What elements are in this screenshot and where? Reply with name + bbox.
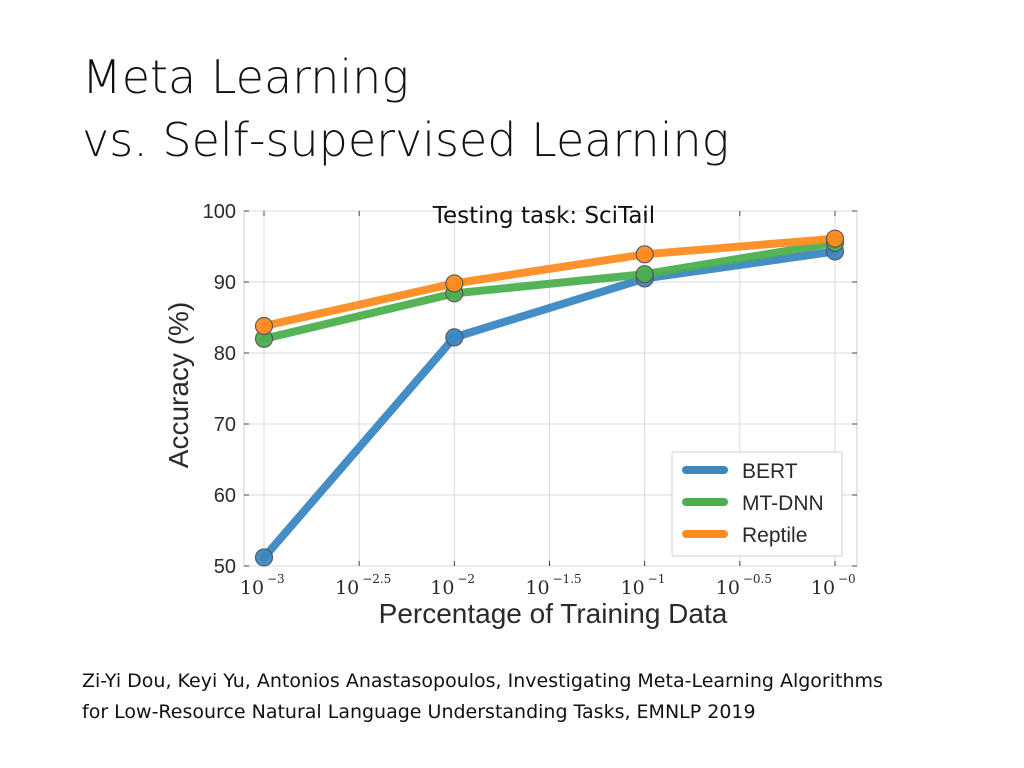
y-tick-label: 50 xyxy=(214,556,236,578)
series-point-reptile xyxy=(254,316,274,336)
x-tick-label-exponent: −1 xyxy=(648,572,666,586)
slide-title: Meta Learning vs. Self-supervised Learni… xyxy=(82,46,729,172)
legend-label-bert: BERT xyxy=(742,460,798,483)
citation-line-1: Zi-Yi Dou, Keyi Yu, Antonios Anastasopou… xyxy=(82,670,883,692)
y-tick-label: 90 xyxy=(214,272,236,294)
x-tick-label: 10 xyxy=(240,577,264,599)
chart-title: Testing task: SciTail xyxy=(432,203,655,229)
x-tick-label-exponent: −2 xyxy=(457,572,475,586)
series-point-reptile xyxy=(825,229,845,248)
x-tick-label: 10 xyxy=(430,577,454,599)
citation-line-2: for Low-Resource Natural Language Unders… xyxy=(82,701,756,723)
y-tick-label: 60 xyxy=(214,485,236,507)
y-tick-label: 70 xyxy=(214,414,236,436)
series-point-reptile xyxy=(635,245,654,264)
series-point-mt-dnn xyxy=(635,265,654,284)
x-tick-label-exponent: −1.5 xyxy=(553,572,582,586)
series-line-mt-dnn xyxy=(260,238,839,343)
series-line-reptile xyxy=(260,234,839,331)
y-tick-label: 80 xyxy=(214,343,236,365)
legend: BERT MT-DNN Reptile xyxy=(671,451,843,557)
x-tick-label-exponent: −2.5 xyxy=(362,572,391,586)
y-axis-label: Accuracy (%) xyxy=(163,302,194,468)
x-axis-label: Percentage of Training Data xyxy=(379,598,728,629)
y-tick-label: 100 xyxy=(203,201,236,223)
x-tick-label-exponent: −0 xyxy=(838,572,856,586)
series-point-reptile xyxy=(445,274,464,293)
x-tick-label-exponent: −3 xyxy=(267,572,285,586)
x-tick-label: 10 xyxy=(525,577,549,599)
x-tick-label: 10 xyxy=(335,577,359,599)
slide-title-line-2: vs. Self-supervised Learning xyxy=(82,113,730,167)
series-point-bert xyxy=(445,328,464,347)
citation: Zi-Yi Dou, Keyi Yu, Antonios Anastasopou… xyxy=(82,666,883,728)
series-line-bert xyxy=(260,247,839,562)
x-tick-label: 10 xyxy=(716,577,740,599)
x-tick-label: 10 xyxy=(621,577,645,599)
x-tick-label: 10 xyxy=(811,577,835,599)
x-tick-label-exponent: −0.5 xyxy=(743,572,772,586)
legend-label-mt-dnn: MT-DNN xyxy=(742,492,824,515)
slide-title-line-1: Meta Learning xyxy=(82,50,409,104)
legend-label-reptile: Reptile xyxy=(742,524,807,547)
series-point-bert xyxy=(254,548,274,567)
